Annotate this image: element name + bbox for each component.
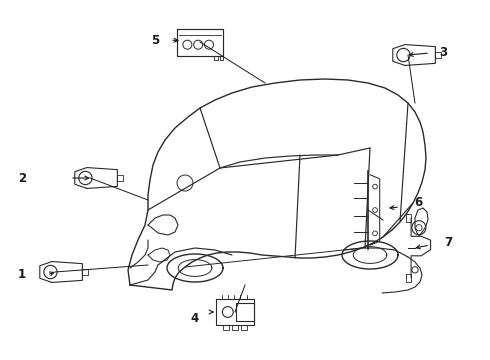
- Text: 5: 5: [151, 33, 159, 46]
- Text: 6: 6: [414, 197, 422, 210]
- Text: 7: 7: [444, 237, 452, 249]
- Text: 4: 4: [191, 311, 199, 324]
- Text: 3: 3: [439, 46, 447, 59]
- Text: 2: 2: [18, 171, 26, 184]
- Text: 1: 1: [18, 269, 26, 282]
